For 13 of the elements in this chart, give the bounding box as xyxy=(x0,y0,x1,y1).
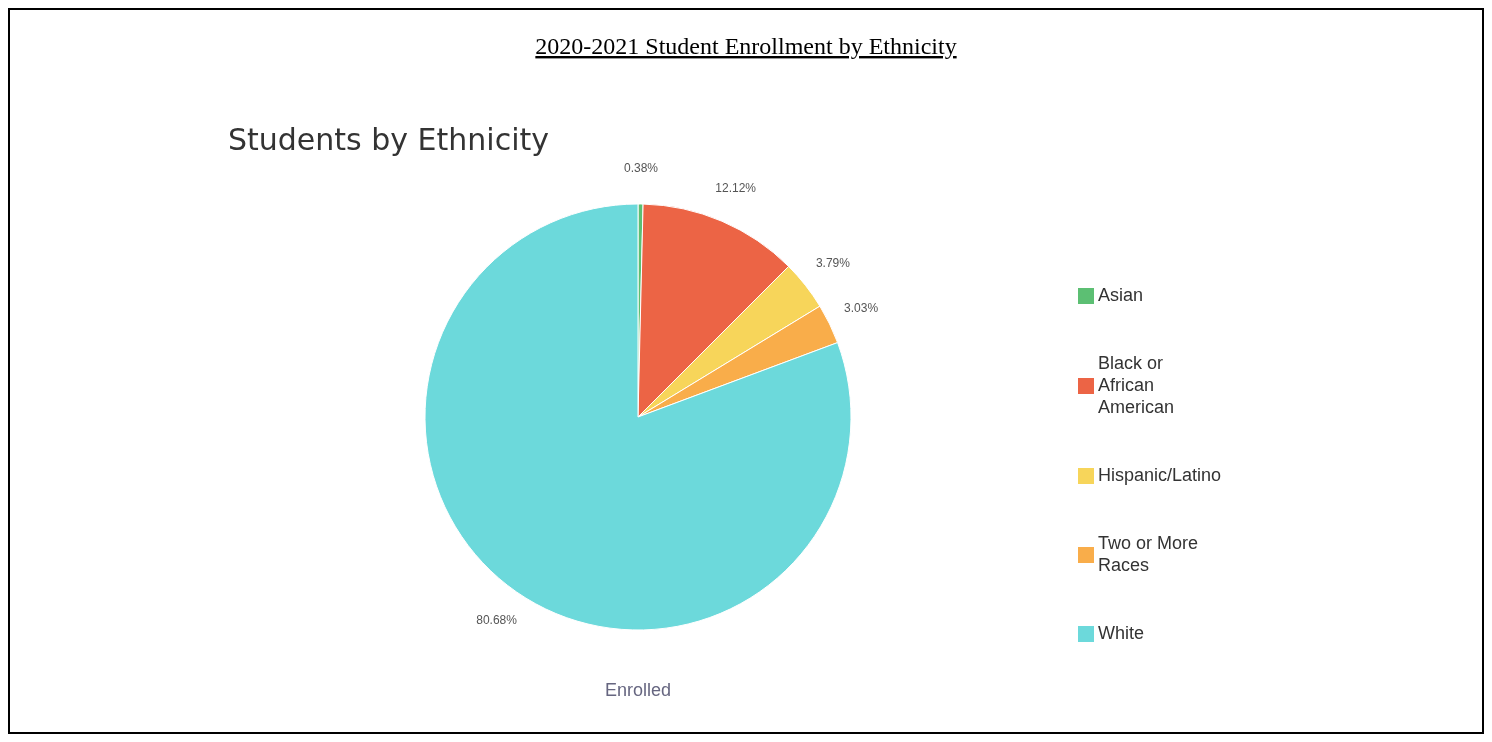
text: Enrolled xyxy=(604,680,672,700)
chart-title: 2020-2021 Student Enrollment by Ethnicity xyxy=(535,33,957,59)
legend-label: Asian xyxy=(1098,284,1144,305)
data-label: 0.38% xyxy=(623,161,659,176)
data-label: 3.79% xyxy=(815,255,851,270)
legend-label: White xyxy=(1098,622,1145,643)
data-label: 12.12% xyxy=(715,181,757,196)
chart-subtitle: Students by Ethnicity xyxy=(228,122,550,157)
data-label: 3.03% xyxy=(844,300,879,315)
legend-label: Hispanic/Latino xyxy=(1098,464,1222,485)
data-label: 80.68% xyxy=(476,612,518,627)
legend-label: Two or More Races xyxy=(1098,532,1199,575)
legend-label: Black or African American xyxy=(1098,352,1175,417)
